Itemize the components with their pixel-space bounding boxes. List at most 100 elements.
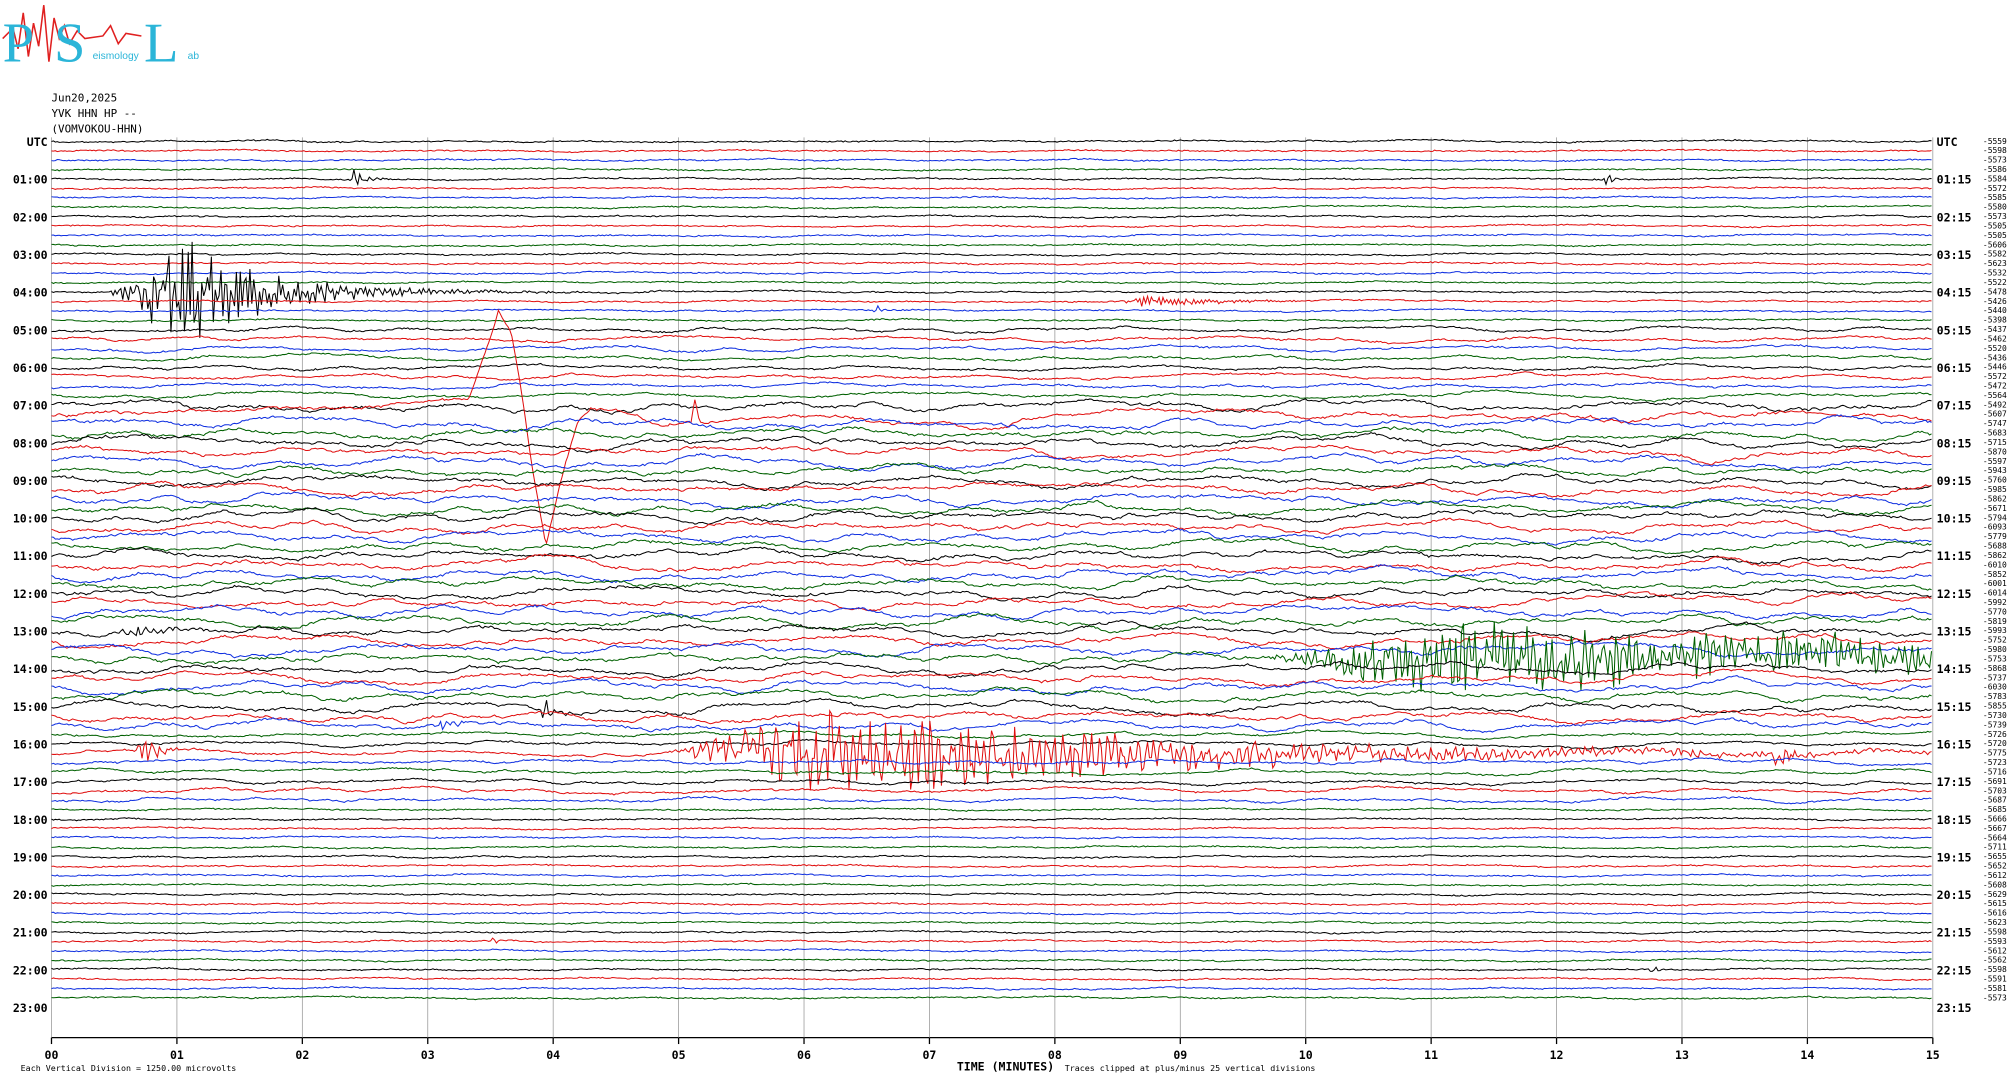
header-date: Jun20,2025 bbox=[51, 91, 117, 104]
trace-offset: -5584 bbox=[1983, 174, 2007, 183]
trace bbox=[51, 304, 1932, 314]
trace-offset: -5564 bbox=[1983, 391, 2007, 400]
trace-offset: -5666 bbox=[1983, 815, 2007, 824]
trace-offset: -5855 bbox=[1983, 702, 2007, 711]
trace bbox=[51, 795, 1932, 805]
scale-note: Each Vertical Division = 1250.00 microvo… bbox=[21, 1063, 237, 1073]
left-time-label: 18:00 bbox=[13, 813, 48, 827]
trace-offset: -5652 bbox=[1983, 862, 2007, 871]
trace bbox=[51, 660, 1932, 679]
left-time-label: 20:00 bbox=[13, 888, 48, 902]
trace bbox=[51, 710, 1932, 726]
x-tick-label: 06 bbox=[797, 1048, 811, 1062]
trace-offset: -6010 bbox=[1983, 560, 2007, 569]
trace-offset: -5794 bbox=[1983, 513, 2007, 522]
trace-offset: -5687 bbox=[1983, 796, 2007, 805]
left-time-label: 12:00 bbox=[13, 587, 48, 601]
right-time-label: 15:15 bbox=[1937, 700, 1972, 714]
trace bbox=[51, 204, 1932, 210]
trace-offset: -5985 bbox=[1983, 485, 2007, 494]
left-time-label: 14:00 bbox=[13, 662, 48, 676]
trace-offset: -5737 bbox=[1983, 673, 2007, 682]
trace-offset: -5436 bbox=[1983, 353, 2007, 362]
trace-offset: -6030 bbox=[1983, 683, 2007, 692]
clip-note: Traces clipped at plus/minus 25 vertical… bbox=[1065, 1063, 1316, 1073]
trace-offset: -5573 bbox=[1983, 993, 2007, 1002]
trace bbox=[51, 195, 1932, 200]
trace bbox=[51, 444, 1932, 466]
right-time-label: 18:15 bbox=[1937, 813, 1972, 827]
x-tick-label: 05 bbox=[672, 1048, 686, 1062]
right-time-label: UTC bbox=[1937, 135, 1958, 149]
trace bbox=[51, 919, 1932, 925]
trace-offset: -5612 bbox=[1983, 871, 2007, 880]
right-time-label: 02:15 bbox=[1937, 210, 1972, 224]
x-tick-label: 13 bbox=[1675, 1048, 1689, 1062]
trace-offset: -5582 bbox=[1983, 250, 2007, 259]
right-time-label: 08:15 bbox=[1937, 436, 1972, 450]
trace-offset: -5870 bbox=[1983, 447, 2007, 456]
trace bbox=[51, 882, 1932, 887]
trace-offset: -5688 bbox=[1983, 542, 2007, 551]
trace bbox=[51, 717, 1932, 734]
trace-offset: -5505 bbox=[1983, 231, 2007, 240]
trace-offset: -5752 bbox=[1983, 636, 2007, 645]
trace-offset: -5472 bbox=[1983, 382, 2007, 391]
left-time-label: 03:00 bbox=[13, 248, 48, 262]
trace-offset: -5505 bbox=[1983, 221, 2007, 230]
left-time-label: 04:00 bbox=[13, 286, 48, 300]
x-tick-label: 01 bbox=[170, 1048, 184, 1062]
trace-offset: -5608 bbox=[1983, 880, 2007, 889]
trace-offset: -5598 bbox=[1983, 965, 2007, 974]
left-time-label: 10:00 bbox=[13, 512, 48, 526]
trace-offset: -5730 bbox=[1983, 711, 2007, 720]
trace-offset: -5597 bbox=[1983, 457, 2007, 466]
trace bbox=[51, 261, 1932, 266]
right-time-label: 19:15 bbox=[1937, 850, 1972, 864]
trace bbox=[51, 308, 1932, 545]
trace bbox=[51, 480, 1932, 498]
trace-offset: -5492 bbox=[1983, 400, 2007, 409]
trace-offset: -5720 bbox=[1983, 739, 2007, 748]
trace bbox=[51, 389, 1932, 403]
trace bbox=[51, 431, 1932, 454]
left-time-label: 21:00 bbox=[13, 926, 48, 940]
trace-offset: -5426 bbox=[1983, 297, 2007, 306]
trace bbox=[51, 807, 1932, 812]
trace-offset: -5591 bbox=[1983, 975, 2007, 984]
trace bbox=[51, 766, 1932, 777]
trace bbox=[51, 334, 1932, 345]
trace-offset: -5607 bbox=[1983, 410, 2007, 419]
trace bbox=[51, 686, 1932, 704]
trace bbox=[51, 863, 1932, 869]
trace-offset: -5593 bbox=[1983, 937, 2007, 946]
trace bbox=[51, 621, 1933, 692]
trace-offset: -6093 bbox=[1983, 523, 2007, 532]
trace-offset: -5616 bbox=[1983, 909, 2007, 918]
trace bbox=[51, 697, 1932, 718]
trace-offset: -5572 bbox=[1983, 372, 2007, 381]
trace bbox=[51, 343, 1932, 354]
trace bbox=[51, 574, 1932, 591]
trace bbox=[51, 901, 1932, 907]
trace bbox=[51, 398, 1932, 415]
trace bbox=[51, 414, 1932, 433]
left-time-label: 11:00 bbox=[13, 549, 48, 563]
trace-offset: -5711 bbox=[1983, 843, 2007, 852]
trace bbox=[51, 491, 1932, 511]
left-time-label: 23:00 bbox=[13, 1001, 48, 1015]
trace-offset: -5671 bbox=[1983, 504, 2007, 513]
right-time-label: 22:15 bbox=[1937, 963, 1972, 977]
trace bbox=[51, 169, 1932, 187]
trace bbox=[51, 472, 1932, 492]
trace-offset: -5572 bbox=[1983, 184, 2007, 193]
trace-offset: -5715 bbox=[1983, 438, 2007, 447]
trace-offset: -6001 bbox=[1983, 579, 2007, 588]
trace bbox=[51, 835, 1932, 841]
trace-offset: -5446 bbox=[1983, 363, 2007, 372]
right-time-label: 10:15 bbox=[1937, 512, 1972, 526]
trace-offset: -5683 bbox=[1983, 429, 2007, 438]
trace-offset: -5437 bbox=[1983, 325, 2007, 334]
